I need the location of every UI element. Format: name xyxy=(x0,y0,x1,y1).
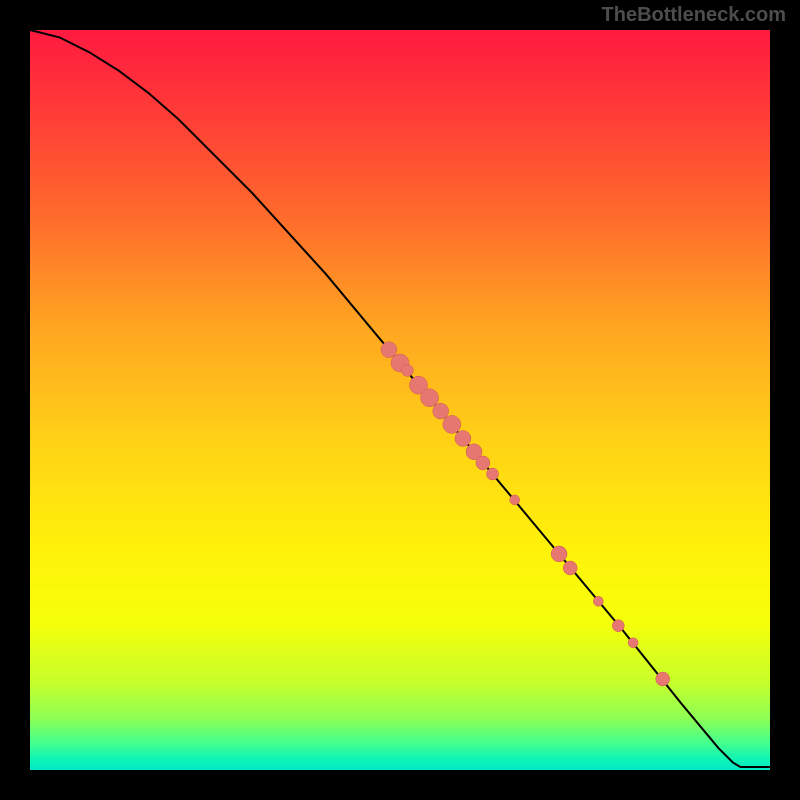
scatter-point xyxy=(593,596,603,606)
scatter-point xyxy=(563,561,577,575)
chart-container: TheBottleneck.com xyxy=(0,0,800,800)
scatter-point xyxy=(628,638,638,648)
plot-background xyxy=(30,30,770,770)
scatter-point xyxy=(381,342,397,358)
scatter-point xyxy=(656,672,670,686)
scatter-point xyxy=(551,546,567,562)
scatter-point xyxy=(455,430,471,446)
scatter-point xyxy=(421,389,439,407)
scatter-point xyxy=(433,403,449,419)
scatter-point xyxy=(510,495,520,505)
scatter-line-chart xyxy=(0,0,800,800)
scatter-point xyxy=(443,415,461,433)
scatter-point xyxy=(476,456,490,470)
scatter-point xyxy=(401,364,413,376)
scatter-point xyxy=(487,468,499,480)
watermark-text: TheBottleneck.com xyxy=(602,4,786,27)
scatter-point xyxy=(612,620,624,632)
